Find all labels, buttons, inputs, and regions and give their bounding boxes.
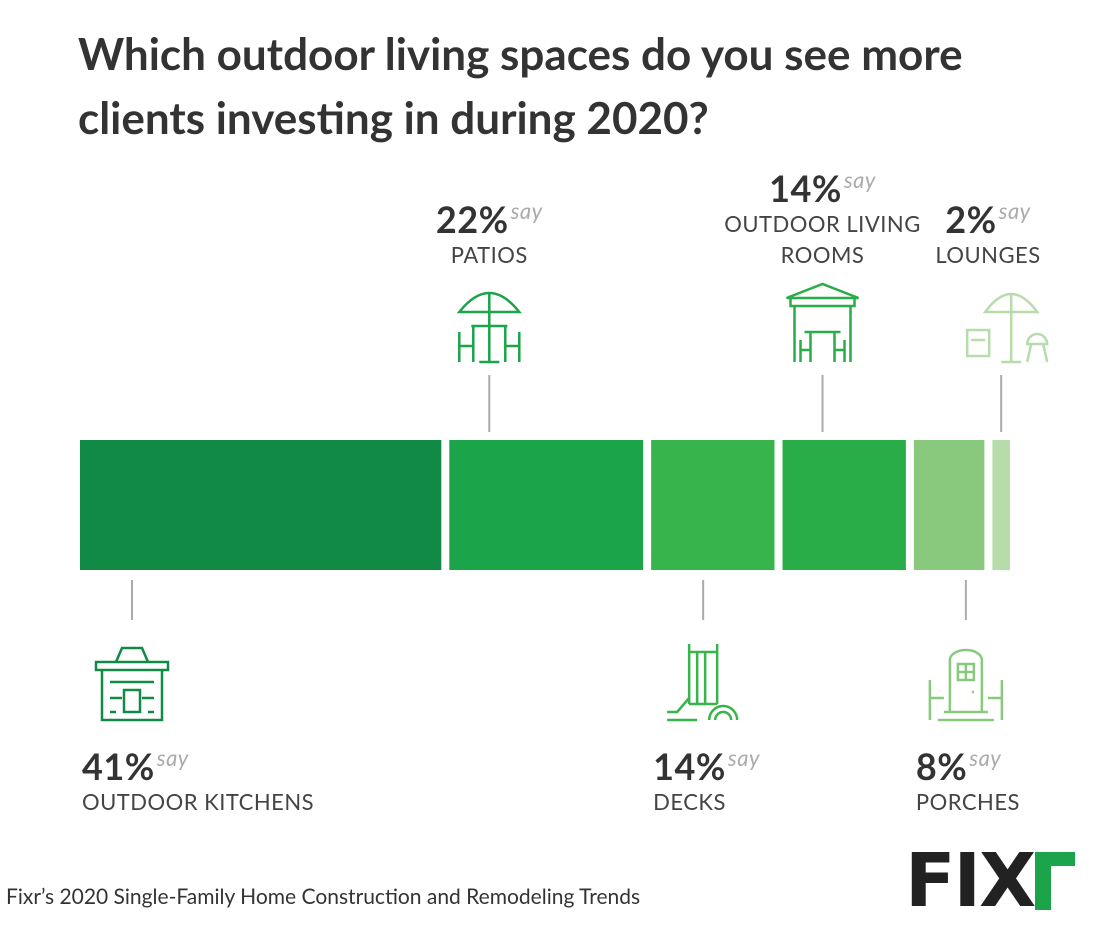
value-label-row: 8%say	[916, 738, 1020, 786]
icon-stroke	[786, 282, 859, 362]
icon-stroke	[928, 648, 1004, 722]
category-label: OUTDOOR KITCHENS	[82, 788, 315, 815]
label: 8%say PORCHES	[916, 738, 1020, 817]
source: Fixr’s 2020 Single-Family Home Construct…	[6, 884, 641, 909]
value-label-row: 14%say	[713, 160, 933, 208]
value-label-row: 14%say	[653, 738, 760, 786]
value-suffix: say	[998, 197, 1031, 224]
bar-segment	[651, 440, 775, 570]
value-label: 14%	[653, 744, 726, 788]
value-label-row: 2%say	[878, 191, 1098, 239]
label: 2%say LOUNGES	[878, 191, 1098, 270]
icon	[928, 648, 1004, 722]
icon	[786, 282, 859, 362]
label: 22%say PATIOS	[379, 191, 599, 270]
value-suffix: say	[727, 744, 760, 771]
category-label: OUTDOOR LIVING ROOMS	[724, 210, 921, 268]
bar-segment	[449, 440, 644, 570]
icon-stroke	[965, 292, 1049, 364]
chart-title: Which outdoor living spaces do you see m…	[78, 28, 963, 144]
value-label-row: 22%say	[379, 191, 599, 239]
label: 14%say DECKS	[653, 738, 760, 817]
category-label: PATIOS	[450, 241, 528, 268]
icon	[94, 646, 170, 722]
value-label: 2%	[945, 197, 997, 241]
bar-segment	[913, 440, 985, 570]
value-label: 22%	[435, 197, 509, 241]
value-suffix: say	[156, 744, 189, 771]
value-suffix: say	[969, 744, 1002, 771]
icon	[965, 292, 1049, 364]
category-label: LOUNGES	[935, 241, 1041, 268]
icon-stroke	[667, 644, 739, 722]
value-label: 41%	[82, 744, 155, 788]
icon	[667, 644, 739, 722]
logo: FIX	[905, 838, 1036, 924]
value-label: 14%	[769, 166, 842, 210]
icon-stroke	[94, 646, 170, 722]
value-label-row: 41%say	[82, 738, 314, 786]
category-label: DECKS	[653, 788, 726, 815]
icon	[456, 291, 522, 364]
logo-mark	[1035, 852, 1051, 910]
icon-stroke	[456, 291, 522, 364]
value-suffix: say	[843, 166, 876, 193]
value-suffix: say	[510, 197, 543, 224]
bar-segment	[992, 440, 1010, 570]
bar-segment	[80, 440, 442, 570]
label: 41%say OUTDOOR KITCHENS	[82, 738, 314, 817]
label: 14%say OUTDOOR LIVING ROOMS	[713, 160, 933, 270]
category-label: PORCHES	[915, 788, 1020, 815]
bar-segment	[782, 440, 906, 570]
value-label: 8%	[915, 744, 968, 788]
